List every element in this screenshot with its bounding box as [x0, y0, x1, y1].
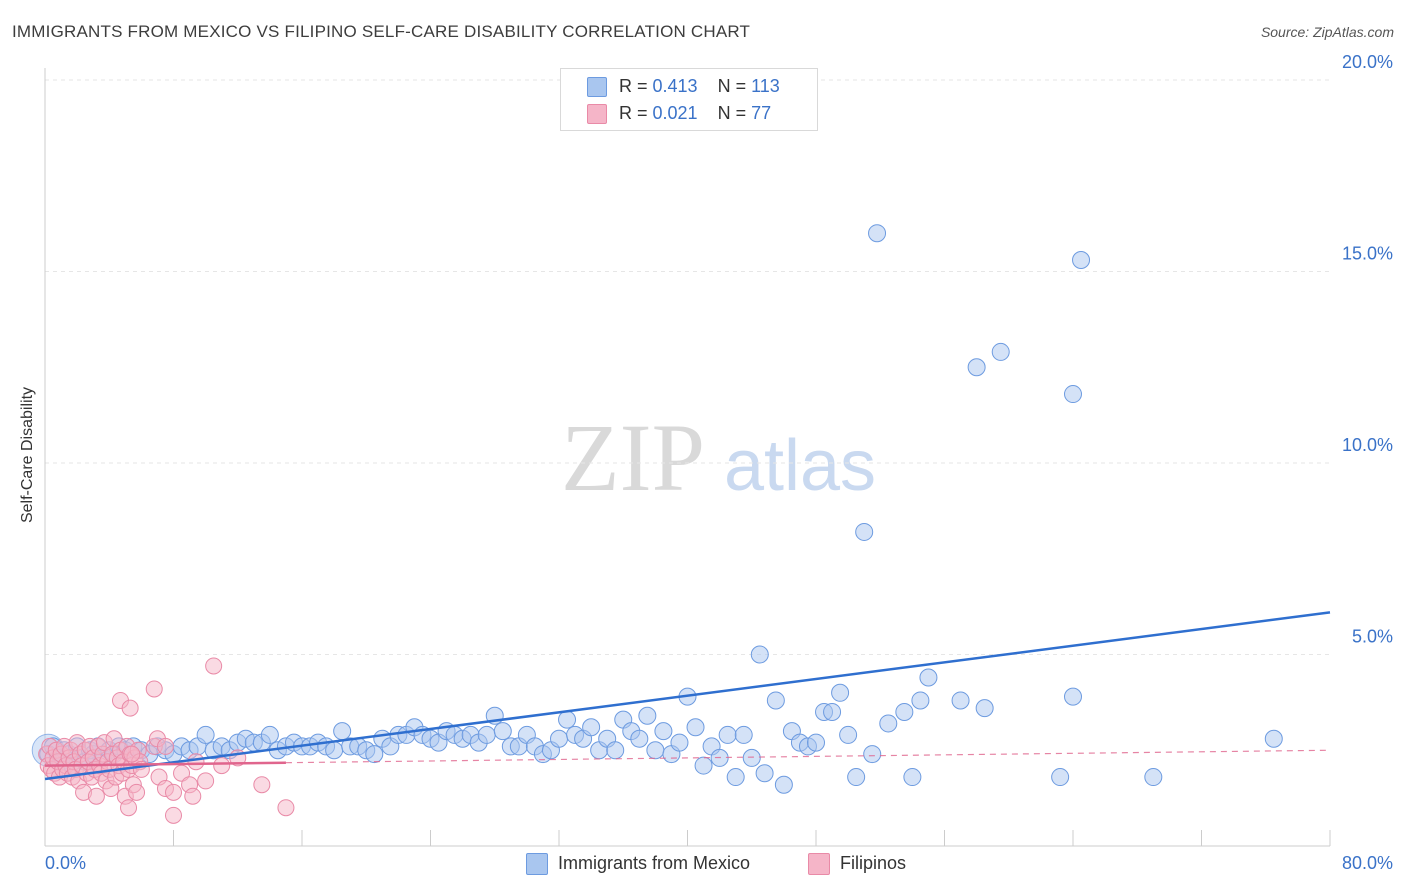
point-mexico	[1264, 729, 1283, 748]
point-filipinos	[145, 680, 163, 698]
watermark-zip: ZIP	[561, 404, 705, 511]
point-mexico	[823, 702, 842, 721]
point-mexico	[686, 718, 705, 737]
point-mexico	[1144, 768, 1163, 787]
point-mexico	[774, 775, 793, 794]
legend-n-value-filipinos: 77	[751, 103, 772, 123]
point-mexico	[1051, 768, 1070, 787]
bottom-legend-swatch-filipinos	[808, 853, 830, 875]
point-mexico	[807, 733, 825, 752]
x-tick-label-min: 0.0%	[45, 853, 86, 873]
point-mexico	[839, 725, 858, 744]
point-filipinos	[120, 799, 138, 817]
point-filipinos	[87, 787, 105, 805]
point-mexico	[550, 729, 568, 748]
stats-legend: R = 0.413 N = 113 R = 0.021 N = 77	[560, 68, 818, 131]
point-mexico	[755, 764, 774, 783]
point-filipinos	[165, 806, 182, 824]
point-mexico	[638, 706, 657, 725]
legend-n-label: N =	[717, 76, 752, 96]
source-label: Source: ZipAtlas.com	[1260, 24, 1394, 40]
point-filipinos	[253, 776, 271, 794]
point-mexico	[831, 683, 850, 702]
point-mexico	[325, 741, 344, 760]
point-filipinos	[123, 745, 141, 763]
bottom-legend-label-filipinos: Filipinos	[840, 853, 907, 873]
point-mexico	[750, 645, 769, 664]
y-tick-label: 10.0%	[1342, 435, 1393, 455]
point-mexico	[726, 768, 745, 787]
point-mexico	[477, 725, 496, 744]
point-filipinos	[277, 799, 295, 817]
point-mexico	[646, 741, 665, 760]
point-mexico	[975, 699, 994, 718]
point-mexico	[991, 342, 1010, 361]
y-tick-label: 5.0%	[1352, 627, 1393, 647]
point-filipinos	[128, 783, 146, 801]
x-tick-label-max: 80.0%	[1342, 853, 1393, 873]
point-filipinos	[121, 699, 139, 717]
point-mexico	[333, 722, 352, 741]
point-filipinos	[165, 783, 182, 801]
point-mexico	[863, 745, 882, 764]
legend-n-label: N =	[717, 103, 752, 123]
bottom-legend-label-mexico: Immigrants from Mexico	[558, 853, 751, 873]
point-mexico	[766, 691, 785, 710]
point-mexico	[1064, 687, 1082, 706]
point-filipinos	[213, 757, 231, 775]
point-mexico	[868, 224, 887, 243]
point-mexico	[919, 668, 938, 687]
point-mexico	[196, 725, 215, 744]
trendline-filipinos-dashed	[285, 749, 1331, 764]
point-mexico	[694, 756, 713, 775]
point-mexico	[1072, 251, 1091, 270]
point-mexico	[670, 733, 689, 752]
point-filipinos	[205, 657, 223, 675]
y-tick-label: 15.0%	[1342, 244, 1393, 264]
point-mexico	[911, 691, 930, 710]
point-filipinos	[156, 737, 174, 755]
point-filipinos	[197, 772, 215, 790]
point-mexico	[718, 725, 737, 744]
legend-r-label: R =	[619, 103, 653, 123]
point-mexico	[855, 522, 874, 541]
point-mexico	[879, 714, 898, 733]
point-mexico	[951, 691, 970, 710]
point-mexico	[847, 768, 866, 787]
point-mexico	[558, 710, 577, 729]
point-mexico	[493, 722, 512, 741]
point-mexico	[742, 748, 761, 767]
trendline-mexico	[44, 611, 1331, 781]
point-mexico	[734, 725, 753, 744]
watermark-atlas: atlas	[724, 426, 876, 506]
point-mexico	[606, 741, 625, 760]
legend-swatch-filipinos	[587, 104, 607, 124]
point-mexico	[1064, 385, 1082, 404]
point-filipinos	[173, 764, 191, 782]
bottom-legend-swatch-mexico	[526, 853, 548, 875]
point-mexico	[967, 358, 986, 377]
y-tick-label: 20.0%	[1342, 52, 1393, 72]
point-mexico	[260, 725, 279, 744]
legend-r-value-mexico: 0.413	[652, 76, 698, 96]
point-mexico	[582, 718, 601, 737]
point-mexico	[903, 768, 922, 787]
chart-title: IMMIGRANTS FROM MEXICO VS FILIPINO SELF-…	[12, 22, 751, 41]
point-mexico	[365, 745, 384, 764]
trendline-filipinos-solid	[44, 761, 286, 767]
legend-r-value-filipinos: 0.021	[652, 103, 698, 123]
point-mexico	[654, 722, 673, 741]
legend-n-value-mexico: 113	[751, 76, 780, 96]
point-filipinos	[187, 753, 205, 771]
point-mexico	[630, 729, 649, 748]
legend-r-label: R =	[619, 76, 653, 96]
point-mexico	[895, 702, 914, 721]
point-filipinos	[184, 787, 202, 805]
legend-swatch-mexico	[587, 77, 607, 97]
